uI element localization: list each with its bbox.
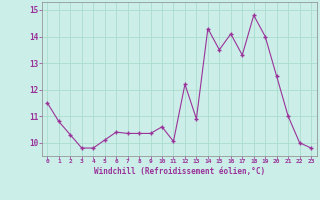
X-axis label: Windchill (Refroidissement éolien,°C): Windchill (Refroidissement éolien,°C)	[94, 167, 265, 176]
